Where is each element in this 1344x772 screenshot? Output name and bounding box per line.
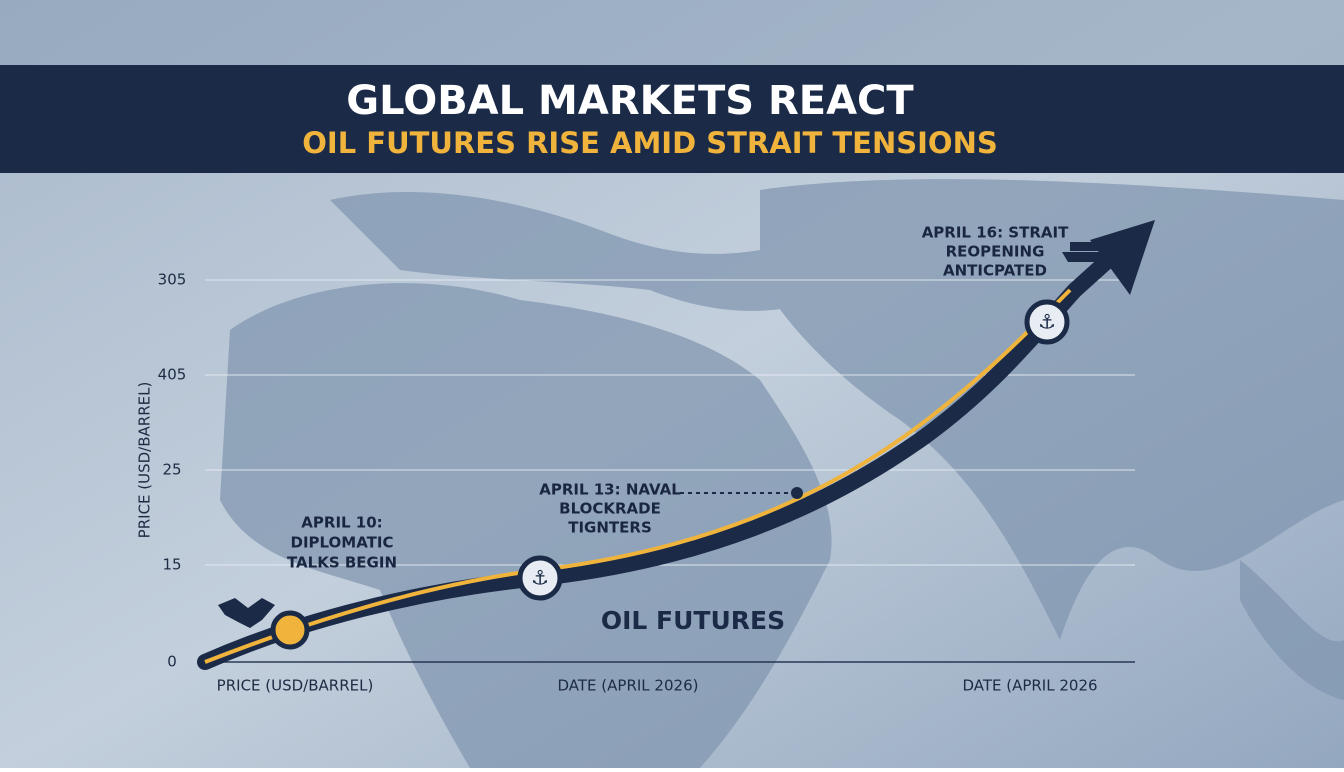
arrow-head <box>1090 220 1155 295</box>
event-marker <box>270 610 310 650</box>
anchor-marker: ⚓ <box>517 555 563 601</box>
svg-text:⚓: ⚓ <box>531 566 549 590</box>
subtitle: OIL FUTURES RISE AMID STRAIT TENSIONS <box>302 126 997 160</box>
leader-dot <box>791 487 803 499</box>
trend-line <box>204 288 1072 664</box>
annotation: REOPENING <box>946 243 1045 261</box>
annotation: APRIL 16: STRAIT <box>922 224 1069 242</box>
y-tick-label: 405 <box>158 366 187 384</box>
annotation: DIPLOMATIC <box>291 534 394 552</box>
anchor-marker: ⚓ <box>1024 299 1070 345</box>
x-axis-label: DATE (APRIL 2026) <box>558 677 699 695</box>
annotation: BLOCKRADE <box>559 500 661 518</box>
title: GLOBAL MARKETS REACT <box>346 78 914 124</box>
grid: 305 405 25 15 0 PRICE (USD/BARREL) DATE (APRIL… <box>158 271 1135 695</box>
y-axis-label: PRICE (USD/BARREL) <box>136 382 154 539</box>
annotation: TALKS BEGIN <box>287 554 397 572</box>
x-axis-label: PRICE (USD/BARREL) <box>217 677 374 695</box>
annotation: TIGNTERS <box>568 519 652 537</box>
y-tick-label: 15 <box>162 556 181 574</box>
handshake-icon <box>218 598 275 628</box>
ship-icon <box>1062 242 1108 262</box>
annotation: APRIL 13: NAVAL <box>539 481 681 499</box>
y-tick-label: 25 <box>162 461 181 479</box>
x-axis-label: DATE (APRIL 2026 <box>962 677 1097 695</box>
header-banner <box>0 65 1344 173</box>
series-label: OIL FUTURES <box>601 606 785 635</box>
y-tick-label: 305 <box>158 271 187 289</box>
annotation: APRIL 10: <box>301 514 382 532</box>
y-tick-label: 0 <box>167 653 177 671</box>
annotations: APRIL 10: DIPLOMATIC TALKS BEGIN APRIL 13: … <box>287 224 1069 572</box>
annotation: ANTICPATED <box>943 262 1047 280</box>
svg-text:⚓: ⚓ <box>1038 310 1056 334</box>
